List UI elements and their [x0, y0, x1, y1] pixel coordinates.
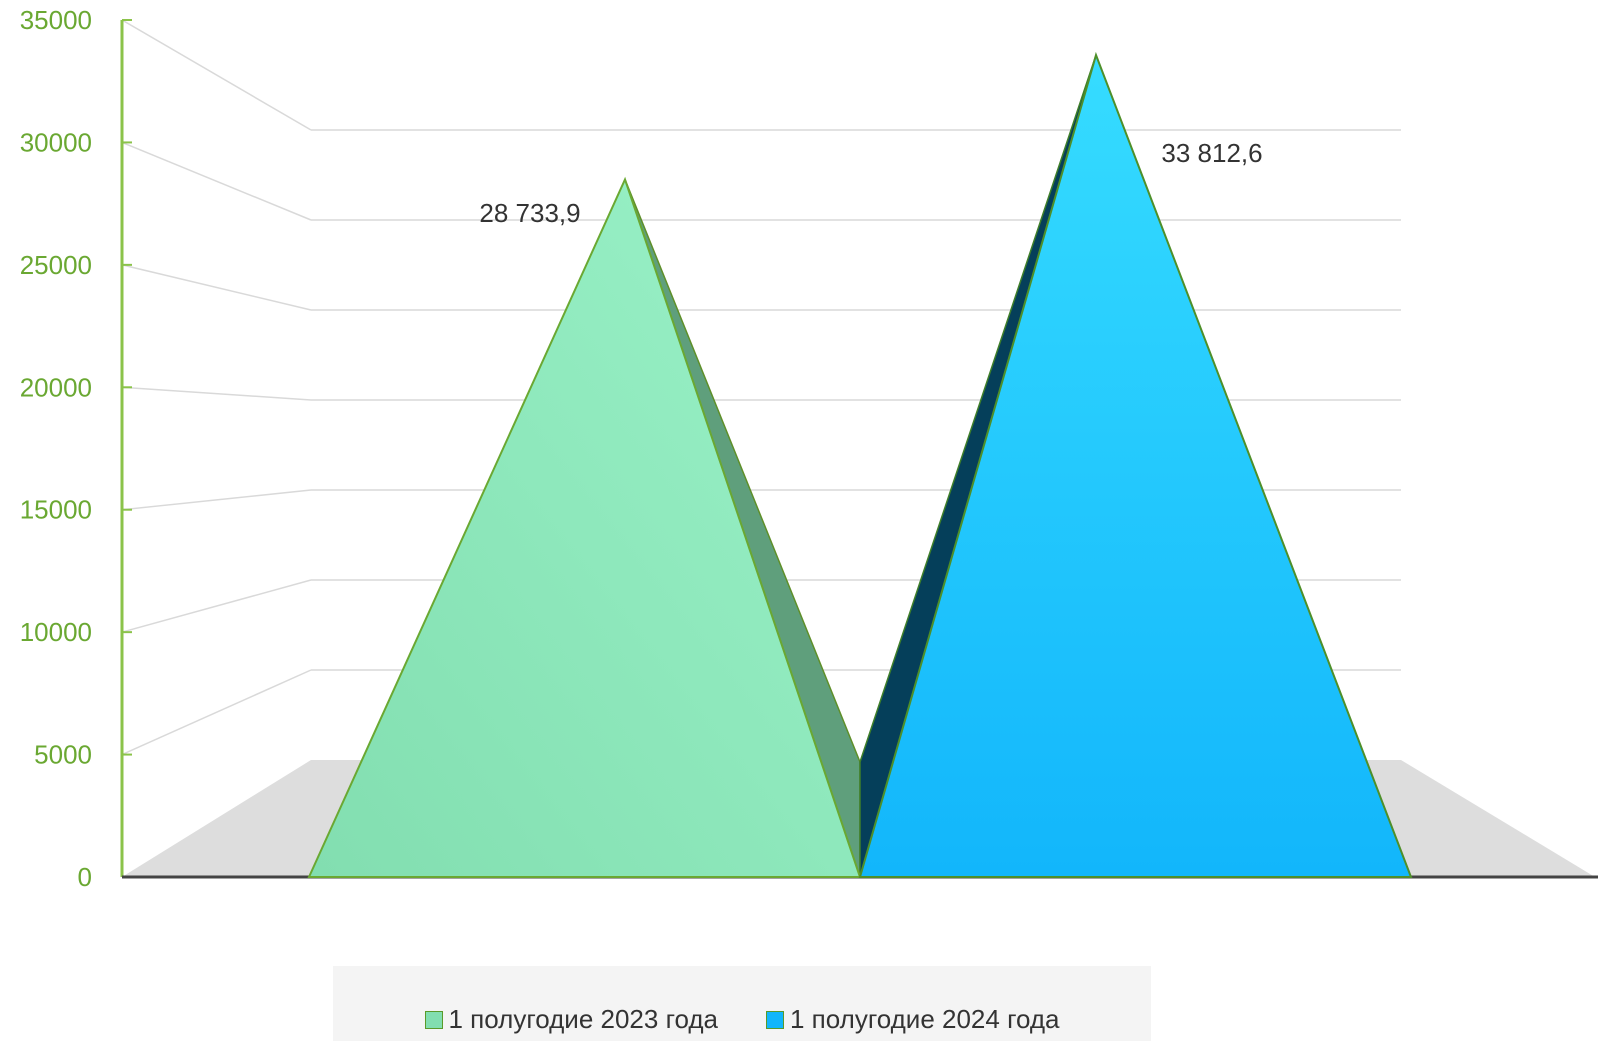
y-tick-label: 15000	[20, 495, 92, 525]
legend-item-2024: 1 полугодие 2024 года	[766, 1004, 1060, 1035]
legend-swatch-2024	[766, 1010, 784, 1029]
gridline-side	[121, 489, 312, 511]
y-tick-label: 20000	[20, 372, 92, 402]
legend-label-2024: 1 полугодие 2024 года	[790, 1004, 1060, 1034]
data-label-2024: 33 812,6	[1161, 138, 1262, 168]
gridline-side	[121, 141, 312, 221]
y-tick-label: 35000	[20, 5, 92, 35]
legend: 1 полугодие 2023 года 1 полугодие 2024 г…	[333, 966, 1151, 1041]
pyramid-2024	[858, 51, 1413, 878]
gridline-side	[121, 579, 312, 633]
y-tick-label: 25000	[20, 250, 92, 280]
gridline-side	[121, 19, 312, 131]
y-tick-label: 10000	[20, 617, 92, 647]
pyramid-2023	[307, 176, 862, 878]
legend-item-2023: 1 полугодие 2023 года	[424, 1004, 719, 1035]
gridline-side	[121, 669, 312, 756]
y-tick-label: 30000	[20, 127, 92, 157]
legend-swatch-2023	[424, 1010, 443, 1029]
y-tick-label: 0	[78, 862, 92, 892]
legend-label-2023: 1 полугодие 2023 года	[448, 1004, 719, 1034]
gridline-side	[121, 386, 312, 401]
y-tick-label: 5000	[34, 740, 92, 770]
gridline-side	[121, 264, 312, 311]
data-label-2023: 28 733,9	[479, 198, 580, 228]
